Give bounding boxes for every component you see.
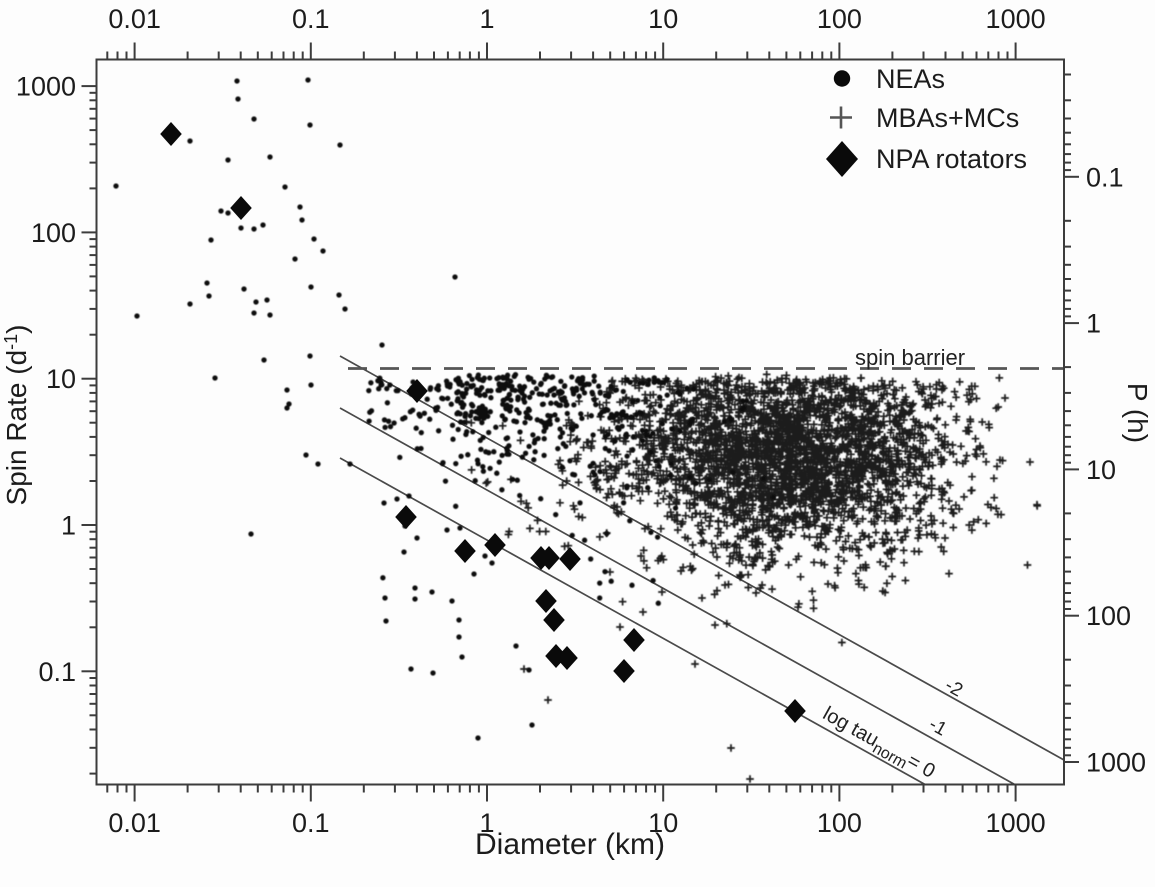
svg-text:1000: 1000 [1086,748,1146,778]
svg-text:Diameter (km): Diameter (km) [475,828,665,861]
svg-text:1000: 1000 [16,72,76,102]
svg-text:NEAs: NEAs [876,64,945,94]
svg-text:100: 100 [817,808,862,838]
svg-text:1: 1 [61,511,76,541]
svg-text:0.1: 0.1 [292,4,330,34]
svg-text:100: 100 [817,4,862,34]
svg-text:10: 10 [648,4,678,34]
svg-text:100: 100 [31,218,76,248]
svg-text:0.1: 0.1 [1086,162,1124,192]
svg-text:1: 1 [479,808,494,838]
svg-text:Spin Rate (d-1): Spin Rate (d-1) [1,325,32,506]
svg-text:100: 100 [1086,601,1131,631]
svg-text:10: 10 [46,364,76,394]
svg-text:1000: 1000 [986,808,1046,838]
svg-text:10: 10 [1086,455,1116,485]
svg-text:MBAs+MCs: MBAs+MCs [876,103,1019,133]
svg-text:spin barrier: spin barrier [855,345,965,370]
svg-text:P (h): P (h) [1122,383,1153,443]
svg-text:0.1: 0.1 [292,808,330,838]
svg-text:1: 1 [479,4,494,34]
svg-text:1000: 1000 [986,4,1046,34]
svg-text:NPA rotators: NPA rotators [876,144,1027,174]
svg-text:10: 10 [648,808,678,838]
svg-text:0.01: 0.01 [108,808,161,838]
svg-text:0.01: 0.01 [108,4,161,34]
svg-text:1: 1 [1086,309,1101,339]
svg-text:0.1: 0.1 [38,657,76,687]
